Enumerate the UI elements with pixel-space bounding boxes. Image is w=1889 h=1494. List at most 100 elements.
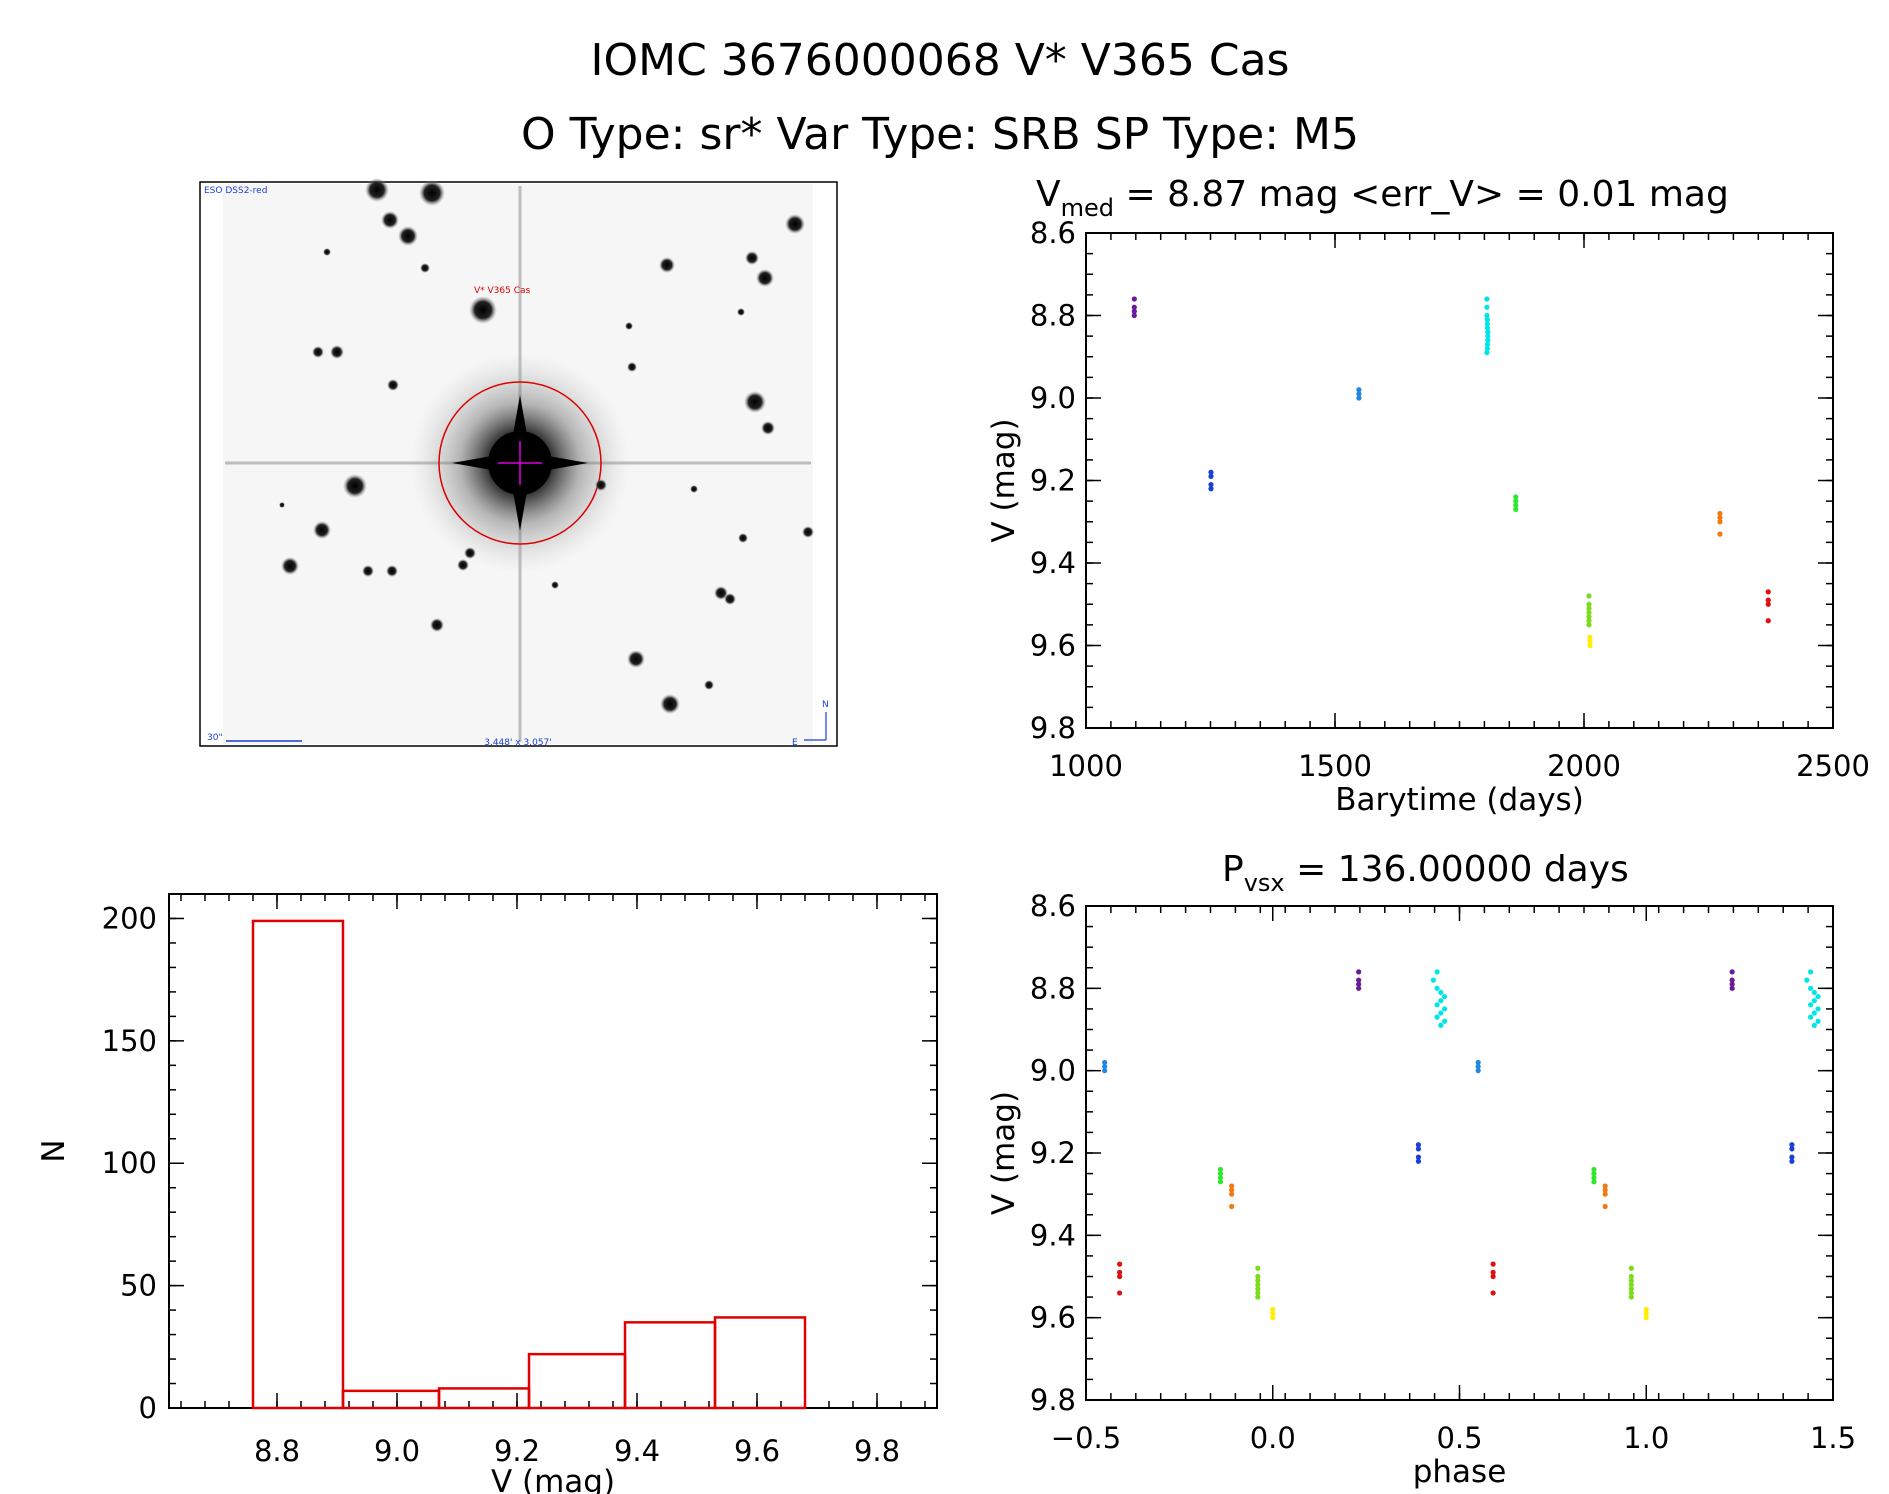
data-point [1717, 515, 1723, 521]
compass-icon [804, 712, 827, 741]
data-point [1208, 486, 1214, 492]
data-point [1255, 1282, 1261, 1288]
y-tick-label: 100 [102, 1146, 157, 1180]
data-point [1356, 395, 1362, 401]
title-rest: = 136.00000 days [1285, 849, 1629, 890]
data-point [1815, 1018, 1821, 1024]
y-tick-label: 8.8 [1030, 299, 1076, 333]
data-point [1815, 1006, 1821, 1012]
data-point [1586, 593, 1592, 599]
data-point [1475, 1063, 1481, 1070]
x-tick-label: 0.0 [1250, 1421, 1296, 1455]
x-tick-label: −0.5 [1051, 1421, 1121, 1455]
data-point [1229, 1187, 1235, 1193]
y-tick-label: 8.6 [1030, 889, 1076, 923]
data-point [1438, 998, 1444, 1004]
data-point [1356, 969, 1362, 975]
x-tick-label: 2000 [1547, 749, 1621, 783]
data-point [1217, 1179, 1224, 1185]
data-point [1490, 1290, 1496, 1296]
data-point [1765, 601, 1771, 607]
data-point [1430, 977, 1436, 983]
y-axis-label: N [36, 1139, 72, 1162]
data-point [1438, 1010, 1444, 1016]
y-tick-label: 8.6 [1030, 216, 1076, 250]
histogram-plot: 8.8 9.0 9.2 9.4 9.6 9.8 0 50 100 150 200 V (mag) N [36, 893, 938, 1494]
data-point [1102, 1059, 1108, 1066]
data-point [1602, 1191, 1608, 1197]
y-tick-label: 9.8 [1030, 711, 1076, 745]
data-point [1475, 1059, 1481, 1066]
data-point [1717, 519, 1723, 525]
title-subscript: vsx [1244, 869, 1285, 897]
title-main: V [1036, 174, 1061, 215]
x-axis-label: phase [1413, 1454, 1507, 1490]
title-rest: = 8.87 mag <err_V> = 0.01 mag [1114, 174, 1729, 215]
data-point [1807, 1014, 1814, 1020]
data-point [1765, 589, 1771, 595]
data-point [1807, 1002, 1814, 1008]
y-tick-label: 9.4 [1030, 1218, 1076, 1252]
histogram-bar [341, 1389, 441, 1410]
data-point [1255, 1278, 1261, 1284]
histogram-bar [713, 1316, 807, 1410]
data-point [1434, 985, 1440, 991]
y-tick-label: 150 [102, 1024, 157, 1058]
data-point [1415, 1142, 1422, 1148]
data-point [1208, 482, 1214, 488]
data-point [1513, 494, 1519, 500]
data-point [1434, 969, 1440, 975]
data-point [1217, 1166, 1224, 1173]
y-tick-label: 8.8 [1030, 971, 1076, 1005]
data-point [1415, 1154, 1422, 1160]
data-point [1586, 609, 1592, 616]
data-point [1131, 304, 1137, 310]
data-point [1415, 1158, 1422, 1164]
data-point [1255, 1265, 1261, 1271]
x-tick-label: 9.8 [854, 1434, 900, 1468]
histogram-bar [527, 1352, 627, 1410]
data-point [1789, 1142, 1795, 1148]
data-point [1208, 473, 1214, 479]
x-axis-label: V (mag) [491, 1464, 615, 1494]
data-point [1255, 1290, 1261, 1296]
data-point [1643, 1310, 1649, 1317]
data-point [1484, 321, 1490, 327]
data-point [1811, 998, 1817, 1004]
data-point [1485, 333, 1491, 339]
data-point [1270, 1315, 1276, 1321]
data-point [1438, 989, 1444, 996]
data-point [1789, 1154, 1795, 1160]
x-axis-label: Barytime (days) [1335, 782, 1584, 818]
y-tick-label: 9.2 [1030, 464, 1076, 498]
data-point [1602, 1183, 1608, 1189]
data-point [1587, 634, 1593, 640]
x-tick-label: 9.2 [494, 1434, 540, 1468]
data-point [1602, 1187, 1608, 1193]
data-point [1441, 1018, 1448, 1024]
histogram-bar [623, 1321, 717, 1410]
data-point [1356, 985, 1362, 991]
histogram-bar [251, 919, 345, 1410]
plot-title: Pvsx = 136.00000 days [1222, 849, 1629, 897]
data-point [1208, 469, 1214, 475]
data-point [1229, 1203, 1235, 1210]
plot-frame [1085, 905, 1834, 1401]
data-point [1513, 506, 1519, 512]
data-point [1255, 1294, 1261, 1300]
y-tick-label: 9.4 [1030, 546, 1076, 580]
y-tick-label: 200 [102, 901, 157, 935]
x-tick-label: 8.8 [254, 1434, 300, 1468]
data-point [1643, 1306, 1649, 1313]
data-point [1415, 1146, 1422, 1152]
data-point [1484, 304, 1490, 310]
title-main: P [1222, 849, 1244, 890]
data-point [1475, 1068, 1481, 1074]
data-point [1484, 312, 1490, 319]
data-point [1586, 605, 1592, 611]
data-point [1628, 1286, 1634, 1292]
data-point [1729, 977, 1735, 983]
data-point [1717, 510, 1723, 517]
data-point [1628, 1278, 1634, 1284]
data-point [1587, 642, 1593, 649]
